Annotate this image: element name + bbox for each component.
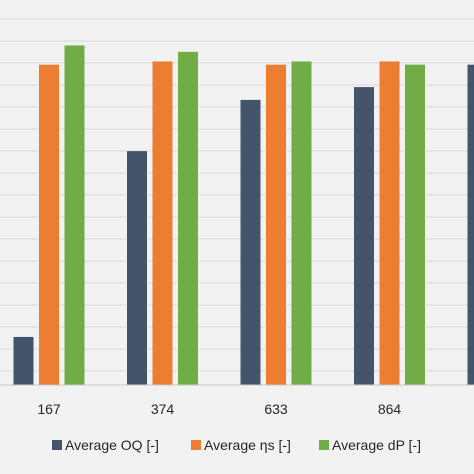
bar-3-167 — [64, 45, 85, 386]
x-tick-label: 864 — [378, 401, 402, 417]
bar-3-633 — [291, 61, 312, 385]
legend-label: Average ηs [-] — [204, 437, 291, 453]
legend-swatch — [319, 440, 329, 450]
bar-1-group5 — [467, 64, 474, 386]
bar-1-864 — [354, 87, 374, 385]
bar-3-374 — [178, 51, 198, 385]
bar-2-167 — [39, 64, 59, 386]
x-tick-label: 167 — [37, 401, 61, 417]
bar-2-374 — [152, 61, 173, 385]
legend-swatch — [191, 440, 201, 450]
bar-1-374 — [127, 151, 147, 385]
bar-1-633 — [240, 99, 261, 385]
bar-3-864 — [405, 64, 425, 386]
bar-2-633 — [266, 64, 286, 386]
legend-label: Average OQ [-] — [65, 437, 159, 453]
bars — [13, 45, 474, 386]
x-tick-labels: 167 374 633 864 — [37, 401, 401, 417]
legend: Average OQ [-] Average ηs [-] Average dP [… — [52, 437, 421, 453]
bar-2-864 — [379, 61, 400, 385]
bar-1-167 — [13, 336, 34, 385]
legend-label: Average dP [-] — [332, 437, 421, 453]
legend-swatch — [52, 440, 62, 450]
x-tick-label: 633 — [264, 401, 288, 417]
x-tick-label: 374 — [151, 401, 175, 417]
